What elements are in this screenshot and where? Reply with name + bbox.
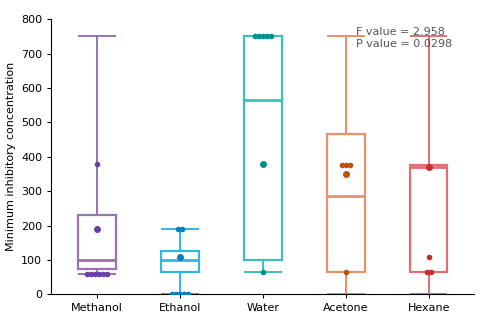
- Bar: [327, 134, 364, 272]
- Text: F value = 2.958
P value = 0.0298: F value = 2.958 P value = 0.0298: [356, 27, 452, 49]
- Bar: [78, 215, 116, 269]
- Bar: [161, 251, 199, 272]
- Bar: [244, 36, 282, 260]
- Bar: [410, 165, 447, 272]
- Y-axis label: Minimum inhibitory concentration: Minimum inhibitory concentration: [6, 62, 15, 251]
